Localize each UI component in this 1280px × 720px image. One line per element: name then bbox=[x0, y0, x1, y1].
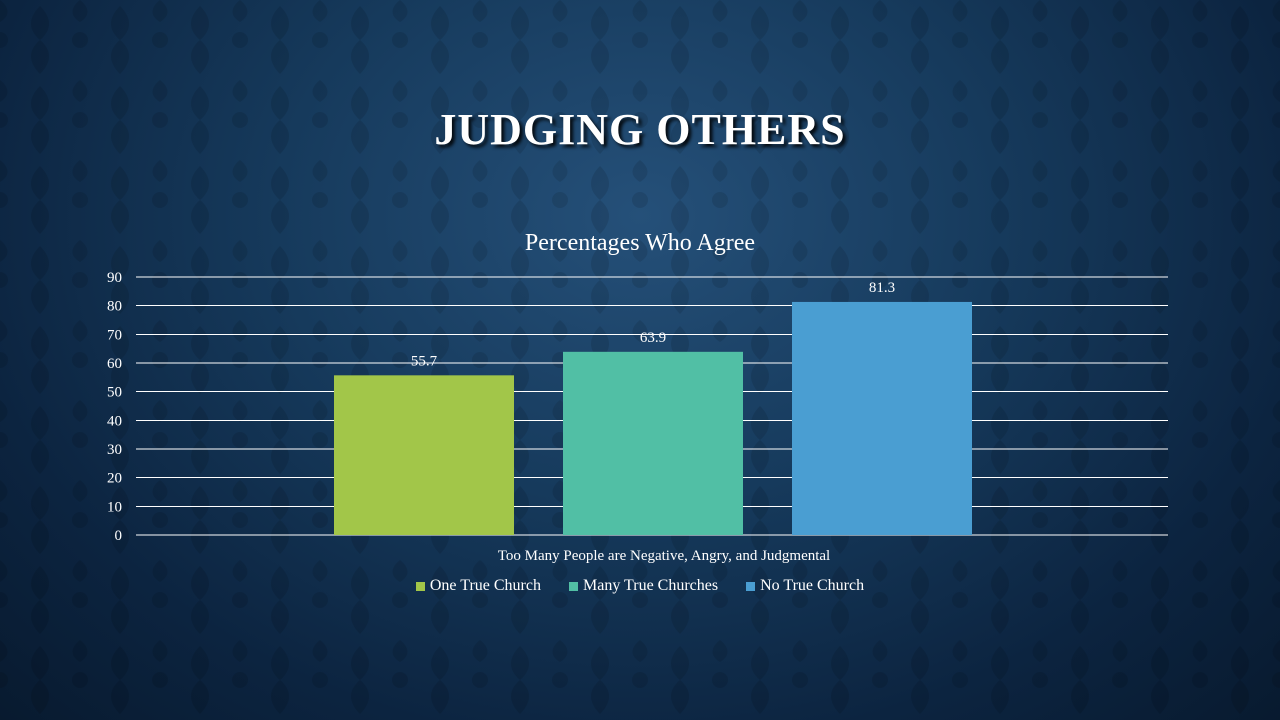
legend-swatch bbox=[568, 581, 578, 591]
bar-one-true-church bbox=[334, 375, 514, 535]
legend-label: Many True Churches bbox=[582, 577, 719, 594]
legend-label: One True Church bbox=[429, 577, 541, 594]
y-tick-label-70: 70 bbox=[107, 327, 122, 343]
legend-item-one-true-church: One True Church bbox=[415, 577, 541, 595]
legend-swatch bbox=[746, 581, 756, 591]
data-label-no-true-church: 81.3 bbox=[869, 280, 895, 296]
y-tick-label-0: 0 bbox=[115, 528, 123, 544]
y-tick-label-80: 80 bbox=[107, 299, 122, 315]
legend-label: No True Church bbox=[760, 577, 865, 594]
x-category-label: Too Many People are Negative, Angry, and… bbox=[498, 548, 830, 564]
y-tick-label-10: 10 bbox=[107, 499, 122, 515]
legend-swatch bbox=[415, 581, 425, 591]
bar-no-true-church bbox=[792, 301, 972, 535]
y-tick-label-50: 50 bbox=[107, 385, 122, 401]
data-label-many-true-churches: 63.9 bbox=[640, 330, 666, 346]
y-tick-label-90: 90 bbox=[107, 270, 122, 286]
y-tick-label-30: 30 bbox=[107, 442, 122, 458]
y-tick-label-20: 20 bbox=[107, 471, 122, 487]
chart-title: Percentages Who Agree bbox=[524, 230, 756, 256]
legend-item-no-true-church: No True Church bbox=[746, 577, 864, 595]
y-tick-label-40: 40 bbox=[107, 413, 122, 429]
bar-many-true-churches bbox=[563, 351, 743, 535]
data-label-one-true-church: 55.7 bbox=[411, 353, 438, 369]
chart-legend: One True Church Many True Churches No True… bbox=[0, 577, 1280, 595]
y-tick-label-60: 60 bbox=[107, 356, 122, 372]
legend-item-many-true-churches: Many True Churches bbox=[568, 577, 719, 595]
slide-title: JUDGING OTHERS bbox=[434, 105, 846, 154]
